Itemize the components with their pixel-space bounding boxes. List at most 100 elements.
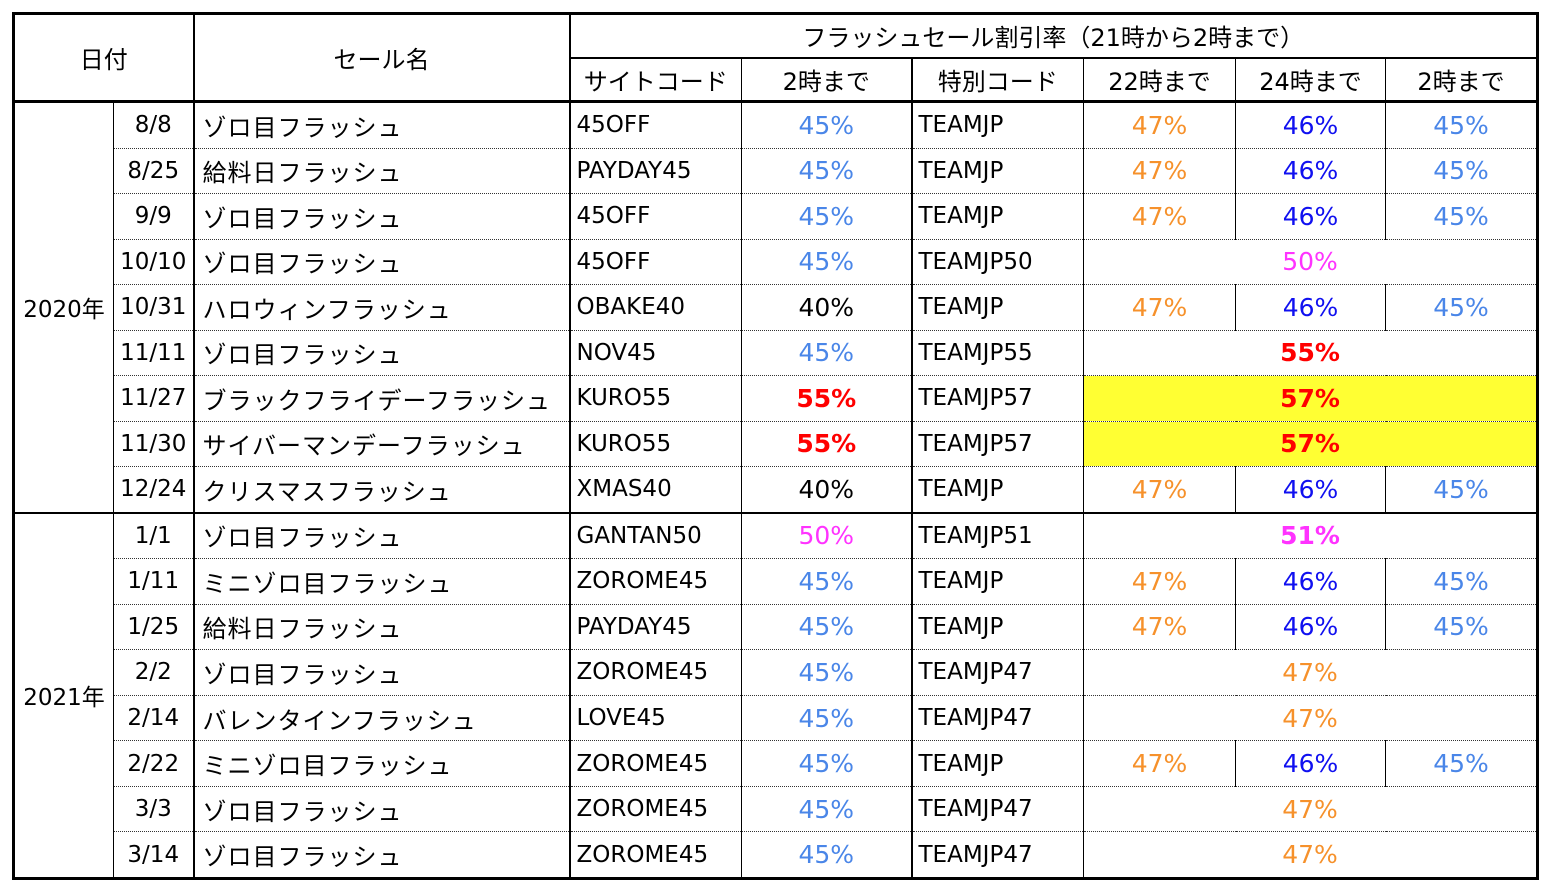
date-cell: 8/8	[113, 101, 194, 149]
date-cell: 12/24	[113, 466, 194, 514]
site-code-cell: KURO55	[568, 421, 742, 468]
header-discount-group: フラッシュセール割引率（21時から2時まで）	[568, 13, 1538, 59]
sale-name-cell: ゾロ目フラッシュ	[192, 512, 570, 560]
merged-discount-cell: 57%	[1082, 421, 1538, 468]
sale-name-cell: ゾロ目フラッシュ	[192, 239, 570, 286]
header-until-2: 2時まで	[1384, 57, 1538, 103]
site-discount-cell: 40%	[741, 284, 912, 331]
special-code-cell: TEAMJP	[910, 148, 1084, 195]
sale-name-cell: ゾロ目フラッシュ	[192, 831, 570, 880]
date-cell: 11/30	[113, 421, 194, 468]
site-code-cell: ZOROME45	[568, 649, 742, 696]
until-22-discount-cell: 47%	[1083, 558, 1236, 605]
flash-sale-table-container: 日付 セール名 フラッシュセール割引率（21時から2時まで） サイトコード 2時…	[12, 12, 1540, 880]
date-cell: 2/2	[113, 649, 194, 696]
special-code-cell: TEAMJP50	[910, 239, 1084, 286]
special-code-cell: TEAMJP	[910, 604, 1084, 651]
until-2-discount-cell: 45%	[1384, 101, 1538, 149]
site-discount-cell: 45%	[741, 649, 912, 696]
header-sale-name: セール名	[192, 13, 570, 103]
until-24-discount-cell: 46%	[1235, 466, 1386, 514]
site-code-cell: 45OFF	[568, 193, 742, 240]
table-row: 2/2 ゾロ目フラッシュ ZOROME45 45% TEAMJP47 47%	[14, 649, 1538, 696]
flash-sale-table: 日付 セール名 フラッシュセール割引率（21時から2時まで） サイトコード 2時…	[12, 12, 1540, 880]
table-row: 8/25 給料日フラッシュ PAYDAY45 45% TEAMJP 47% 46% 45%	[14, 148, 1538, 195]
merged-discount-cell: 57%	[1082, 375, 1538, 422]
table-row: 11/27 ブラックフライデーフラッシュ KURO55 55% TEAMJP57 57%	[14, 375, 1538, 422]
date-cell: 3/14	[113, 831, 194, 880]
site-code-cell: ZOROME45	[568, 831, 742, 880]
sale-name-cell: ミニゾロ目フラッシュ	[192, 558, 570, 605]
site-code-cell: ZOROME45	[568, 558, 742, 605]
site-code-cell: XMAS40	[568, 466, 742, 514]
site-code-cell: OBAKE40	[568, 284, 742, 331]
site-discount-cell: 45%	[741, 101, 912, 149]
site-discount-cell: 45%	[741, 558, 912, 605]
sale-name-cell: ミニゾロ目フラッシュ	[192, 740, 570, 787]
date-cell: 10/10	[113, 239, 194, 286]
until-2-discount-cell: 45%	[1384, 558, 1538, 605]
table-row: 12/24 クリスマスフラッシュ XMAS40 40% TEAMJP 47% 46% 45%	[14, 466, 1538, 514]
merged-discount-cell: 47%	[1082, 695, 1538, 742]
sale-name-cell: ゾロ目フラッシュ	[192, 193, 570, 240]
site-discount-cell: 45%	[741, 148, 912, 195]
table-row: 2/14 バレンタインフラッシュ LOVE45 45% TEAMJP47 47%	[14, 695, 1538, 742]
until-22-discount-cell: 47%	[1083, 284, 1236, 331]
special-code-cell: TEAMJP47	[910, 649, 1084, 696]
special-code-cell: TEAMJP47	[910, 786, 1084, 833]
sale-name-cell: ブラックフライデーフラッシュ	[192, 375, 570, 422]
site-code-cell: ZOROME45	[568, 740, 742, 787]
until-2-discount-cell: 45%	[1384, 148, 1538, 195]
sale-name-cell: ゾロ目フラッシュ	[192, 330, 570, 377]
table-row: 1/11 ミニゾロ目フラッシュ ZOROME45 45% TEAMJP 47% 46% 45%	[14, 558, 1538, 605]
header-date: 日付	[13, 13, 194, 103]
site-code-cell: PAYDAY45	[568, 604, 742, 651]
table-row: 2020年 8/8 ゾロ目フラッシュ 45OFF 45% TEAMJP 47% 46% 45%	[13, 101, 1538, 514]
table-body: 2020年 8/8 ゾロ目フラッシュ 45OFF 45% TEAMJP 47% 46% 45% 8…	[13, 101, 1538, 880]
merged-discount-cell: 47%	[1082, 649, 1538, 696]
sale-name-cell: クリスマスフラッシュ	[192, 466, 570, 514]
site-discount-cell: 45%	[741, 239, 912, 286]
year-cell: 2021年	[13, 512, 114, 880]
date-cell: 1/25	[113, 604, 194, 651]
site-code-cell: PAYDAY45	[568, 148, 742, 195]
table-row: 1/25 給料日フラッシュ PAYDAY45 45% TEAMJP 47% 46% 45%	[14, 604, 1538, 651]
until-24-discount-cell: 46%	[1235, 148, 1386, 195]
date-cell: 10/31	[113, 284, 194, 331]
header-until-24: 24時まで	[1235, 57, 1386, 103]
site-code-cell: LOVE45	[568, 695, 742, 742]
date-cell: 2/14	[113, 695, 194, 742]
date-cell: 3/3	[113, 786, 194, 833]
table-row: 10/10 ゾロ目フラッシュ 45OFF 45% TEAMJP50 50%	[14, 239, 1538, 286]
sale-name-cell: ゾロ目フラッシュ	[192, 101, 570, 149]
sale-name-cell: ハロウィンフラッシュ	[192, 284, 570, 331]
site-discount-cell: 55%	[741, 375, 912, 422]
date-cell: 1/11	[113, 558, 194, 605]
merged-discount-cell: 47%	[1082, 786, 1538, 833]
site-code-cell: ZOROME45	[568, 786, 742, 833]
merged-discount-cell: 55%	[1082, 330, 1538, 377]
site-discount-cell: 40%	[741, 466, 912, 514]
site-discount-cell: 50%	[741, 512, 912, 560]
until-22-discount-cell: 47%	[1083, 740, 1236, 787]
until-22-discount-cell: 47%	[1083, 193, 1236, 240]
date-cell: 11/11	[113, 330, 194, 377]
sale-name-cell: 給料日フラッシュ	[192, 604, 570, 651]
until-2-discount-cell: 45%	[1384, 740, 1538, 787]
special-code-cell: TEAMJP	[910, 101, 1084, 149]
until-24-discount-cell: 46%	[1235, 284, 1386, 331]
until-2-discount-cell: 45%	[1384, 604, 1538, 651]
site-discount-cell: 45%	[741, 740, 912, 787]
until-2-discount-cell: 45%	[1384, 284, 1538, 331]
table-row: 9/9 ゾロ目フラッシュ 45OFF 45% TEAMJP 47% 46% 45%	[14, 193, 1538, 240]
special-code-cell: TEAMJP	[910, 284, 1084, 331]
merged-discount-cell: 51%	[1082, 512, 1538, 560]
until-2-discount-cell: 45%	[1384, 193, 1538, 240]
special-code-cell: TEAMJP	[910, 193, 1084, 240]
table-row: 10/31 ハロウィンフラッシュ OBAKE40 40% TEAMJP 47% 46% 45%	[14, 284, 1538, 331]
site-code-cell: 45OFF	[568, 239, 742, 286]
table-row: 11/11 ゾロ目フラッシュ NOV45 45% TEAMJP55 55%	[14, 330, 1538, 377]
until-24-discount-cell: 46%	[1235, 193, 1386, 240]
site-discount-cell: 45%	[741, 193, 912, 240]
table-row: 3/3 ゾロ目フラッシュ ZOROME45 45% TEAMJP47 47%	[14, 786, 1538, 833]
